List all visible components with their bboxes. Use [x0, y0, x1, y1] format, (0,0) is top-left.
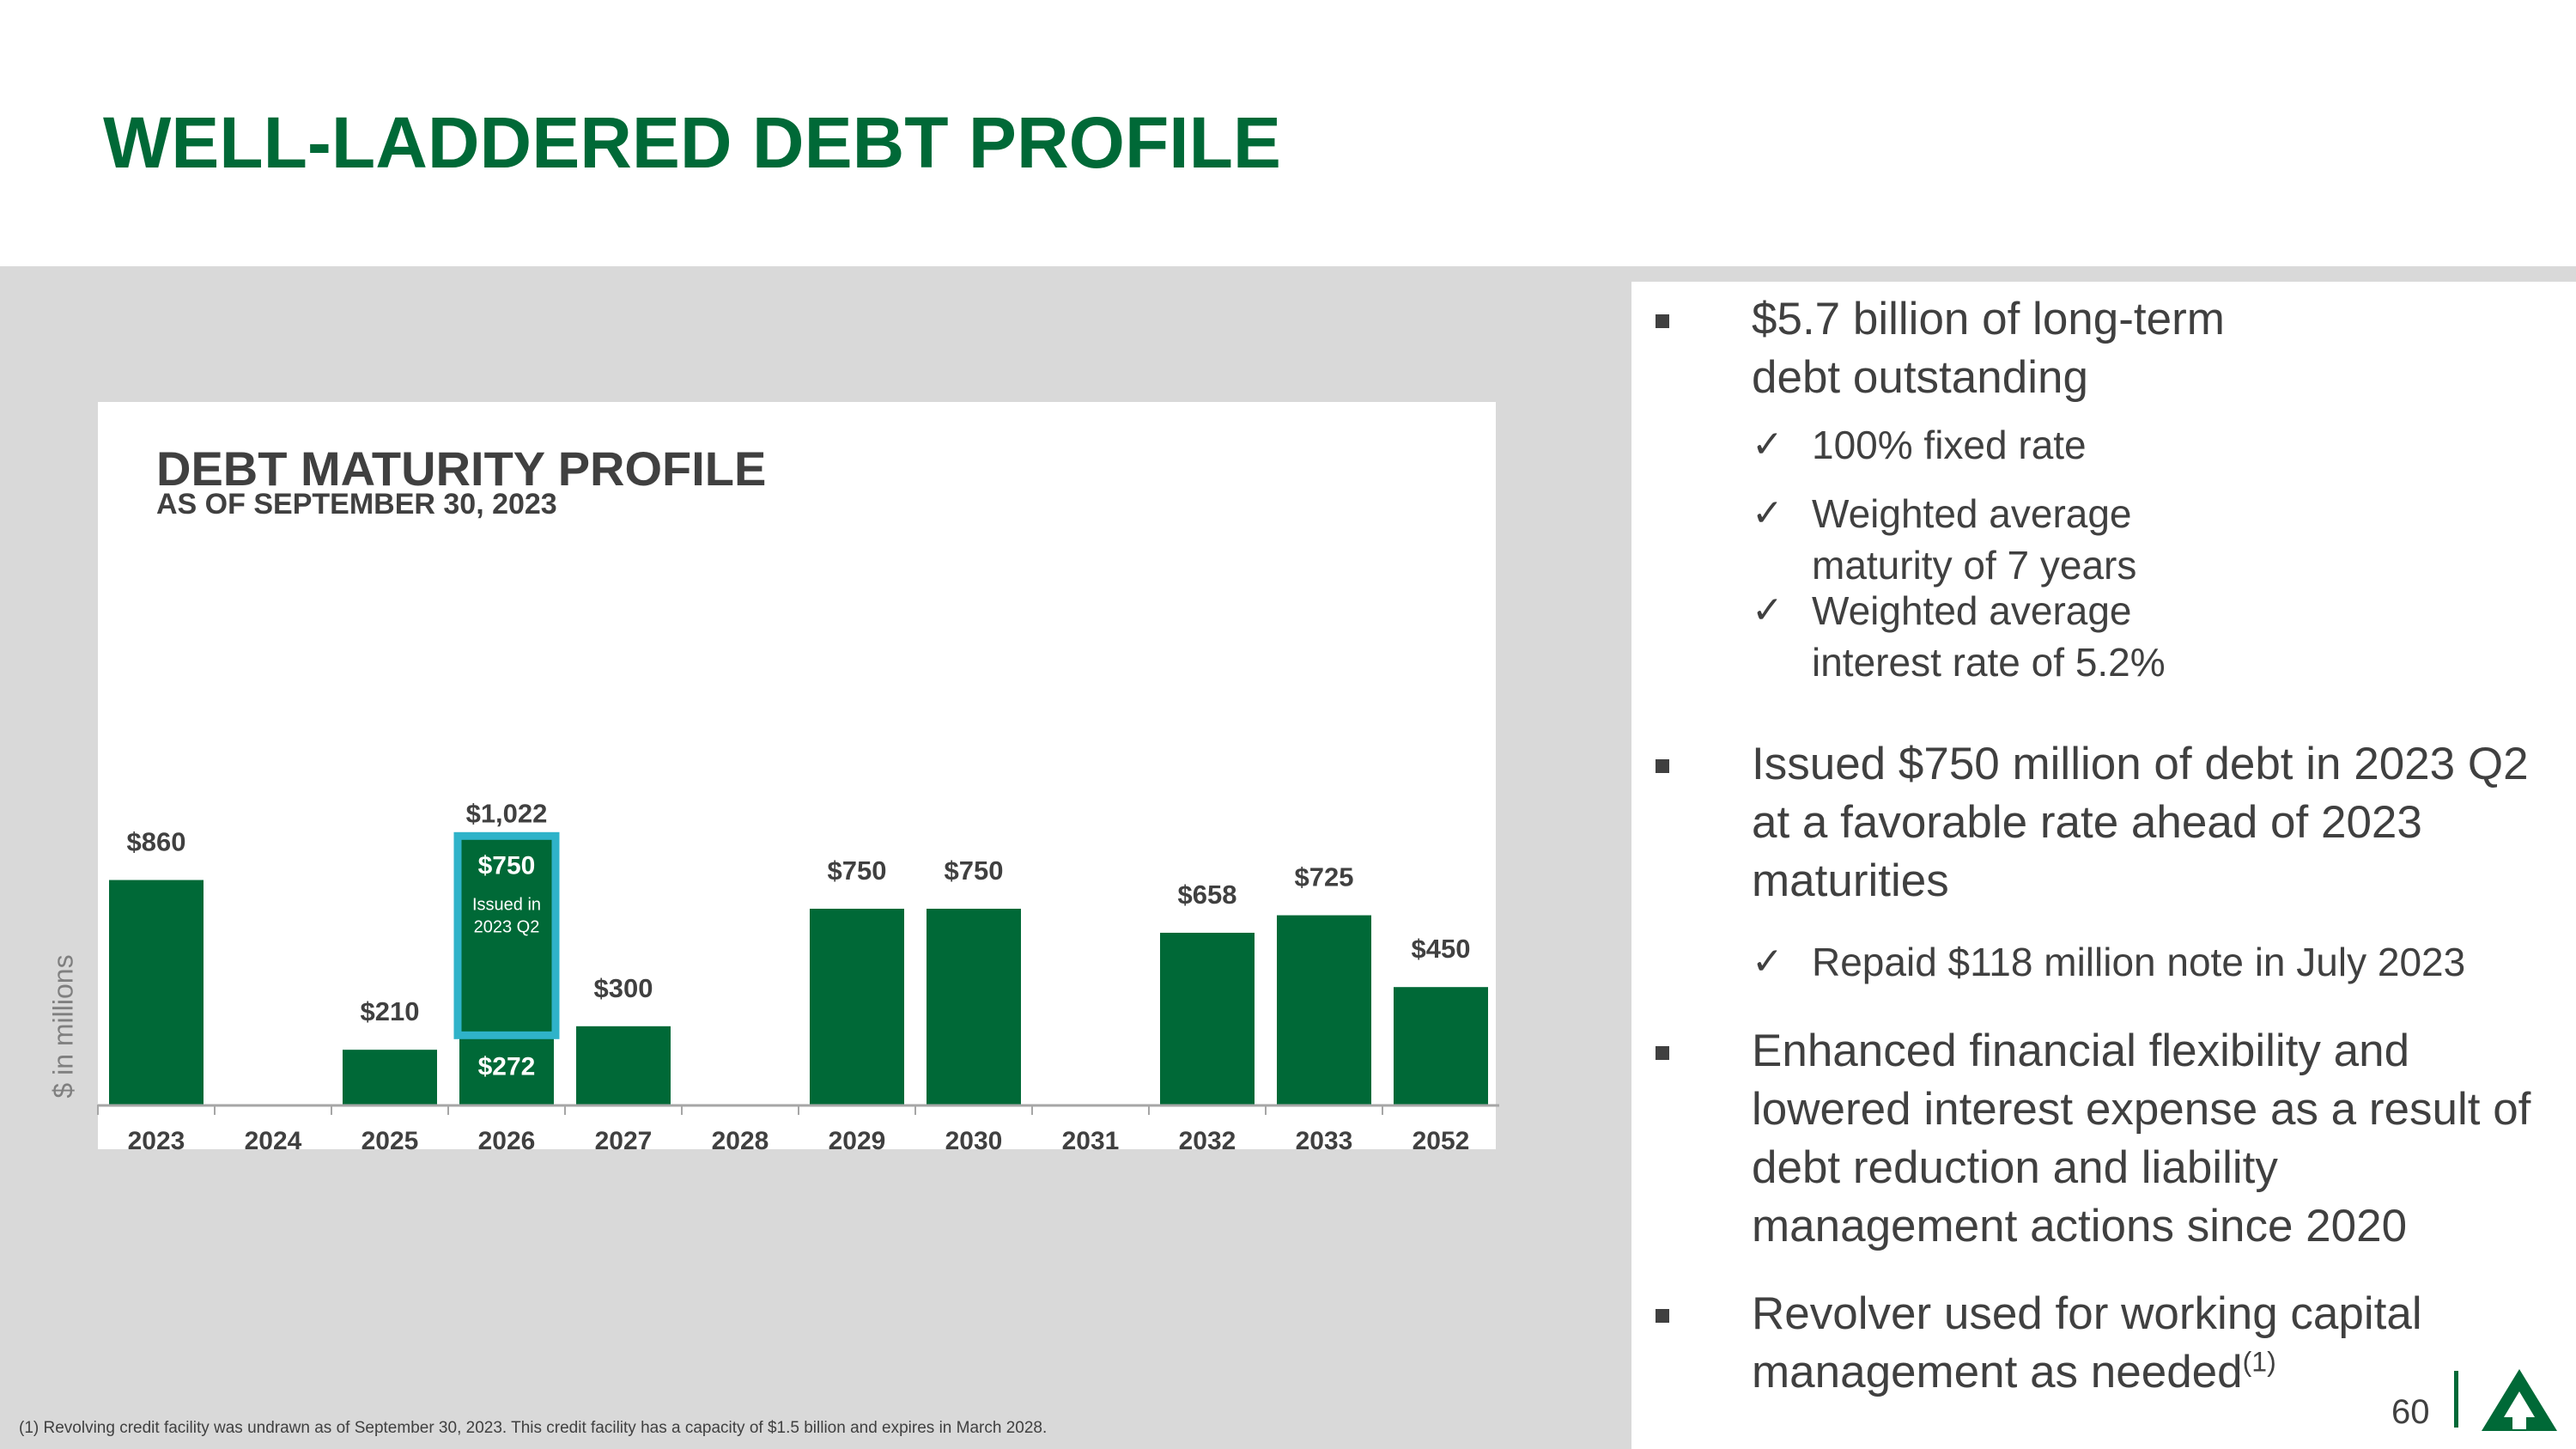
bar-value-label: $450 [1412, 934, 1471, 964]
bar-2025 [343, 1050, 437, 1105]
bullet-text: Issued $750 million of debt in 2023 Q2 a… [1752, 739, 2529, 906]
bar-value-label: $1,022 [466, 798, 548, 828]
x-tick-label: 2031 [1062, 1127, 1120, 1155]
bar-value-label: $725 [1295, 862, 1354, 892]
page-number: 60 [2391, 1393, 2430, 1431]
check-icon: ✓ [1752, 941, 1783, 983]
sub-bullet-text: 100% fixed rate [1812, 423, 2087, 467]
chart-subtitle: AS OF SEPTEMBER 30, 2023 [156, 488, 557, 521]
bar-value-label: $750 [945, 855, 1004, 886]
bar-value-label: $300 [594, 973, 653, 1003]
bar-2027 [576, 1026, 671, 1105]
sub-bullet-text: Weighted average maturity of 7 years [1812, 491, 2137, 588]
bullet-square-icon [1656, 1309, 1669, 1323]
footnote-ref: (1) [2242, 1346, 2276, 1378]
x-tick-label: 2032 [1179, 1127, 1236, 1155]
bar-value-label: $210 [361, 996, 420, 1026]
bullet-square-icon [1656, 759, 1669, 773]
x-tick-label: 2026 [478, 1127, 536, 1155]
bar-2032 [1160, 932, 1255, 1105]
bar-value-label: $750 [828, 855, 887, 886]
bar-2030 [927, 909, 1021, 1105]
segment-label: $750 [478, 851, 536, 880]
bar-2033 [1277, 915, 1371, 1105]
bar-segment-2026-base [459, 1033, 554, 1105]
bullet-square-icon [1656, 1046, 1669, 1060]
debt-maturity-chart: $860 $210 $272 $750 Issued in 2023 Q2 $1,022 $3… [97, 798, 1499, 1155]
bar-segment-2026-new-issue [459, 837, 554, 1034]
chart-card [98, 402, 1496, 1149]
highlight-outline [453, 831, 560, 1039]
tree-triangle-logo-icon [2482, 1369, 2557, 1431]
slide-title: WELL-LADDERED DEBT PROFILE [103, 102, 1281, 183]
x-tick-label: 2023 [128, 1127, 185, 1155]
x-tick-label: 2033 [1296, 1127, 1353, 1155]
check-icon: ✓ [1752, 492, 1783, 534]
x-tick-label: 2028 [712, 1127, 769, 1155]
check-icon: ✓ [1752, 423, 1783, 466]
sub-bullet-text: Repaid $118 million note in July 2023 [1812, 940, 2466, 984]
bullet-text: Enhanced financial flexibility and lower… [1752, 1026, 2531, 1251]
bullet-text: $5.7 billion of long-term debt outstandi… [1752, 294, 2225, 403]
chart-title: DEBT MATURITY PROFILE [156, 441, 767, 496]
bar-2023 [109, 880, 204, 1105]
x-tick-label: 2029 [829, 1127, 886, 1155]
x-tick-label: 2025 [361, 1127, 419, 1155]
bullet-square-icon [1656, 314, 1669, 328]
segment-label: $272 [478, 1052, 536, 1081]
segment-note: Issued in [472, 895, 541, 914]
bullet-text: Revolver used for working capital manage… [1752, 1285, 2524, 1402]
bar-value-label: $658 [1178, 880, 1237, 910]
segment-note: 2023 Q2 [474, 917, 540, 936]
bar-value-label: $860 [127, 827, 186, 857]
y-axis-label: $ in millions [47, 954, 79, 1099]
x-tick-label: 2027 [595, 1127, 653, 1155]
divider-strip [1631, 266, 2576, 282]
footnote: (1) Revolving credit facility was undraw… [19, 1419, 1048, 1437]
x-tick-label: 2024 [245, 1127, 302, 1155]
x-tick-label: 2052 [1413, 1127, 1470, 1155]
check-icon: ✓ [1752, 589, 1783, 631]
bullet-list: $5.7 billion of long-term debt outstandi… [1631, 282, 2576, 1449]
bar-2029 [810, 909, 904, 1105]
page-divider [2454, 1371, 2458, 1428]
sub-bullet-text: Weighted average interest rate of 5.2% [1812, 588, 2166, 685]
bullet-text-main: Revolver used for working capital manage… [1752, 1288, 2422, 1397]
bar-2052 [1394, 987, 1488, 1105]
x-tick-label: 2030 [945, 1127, 1003, 1155]
